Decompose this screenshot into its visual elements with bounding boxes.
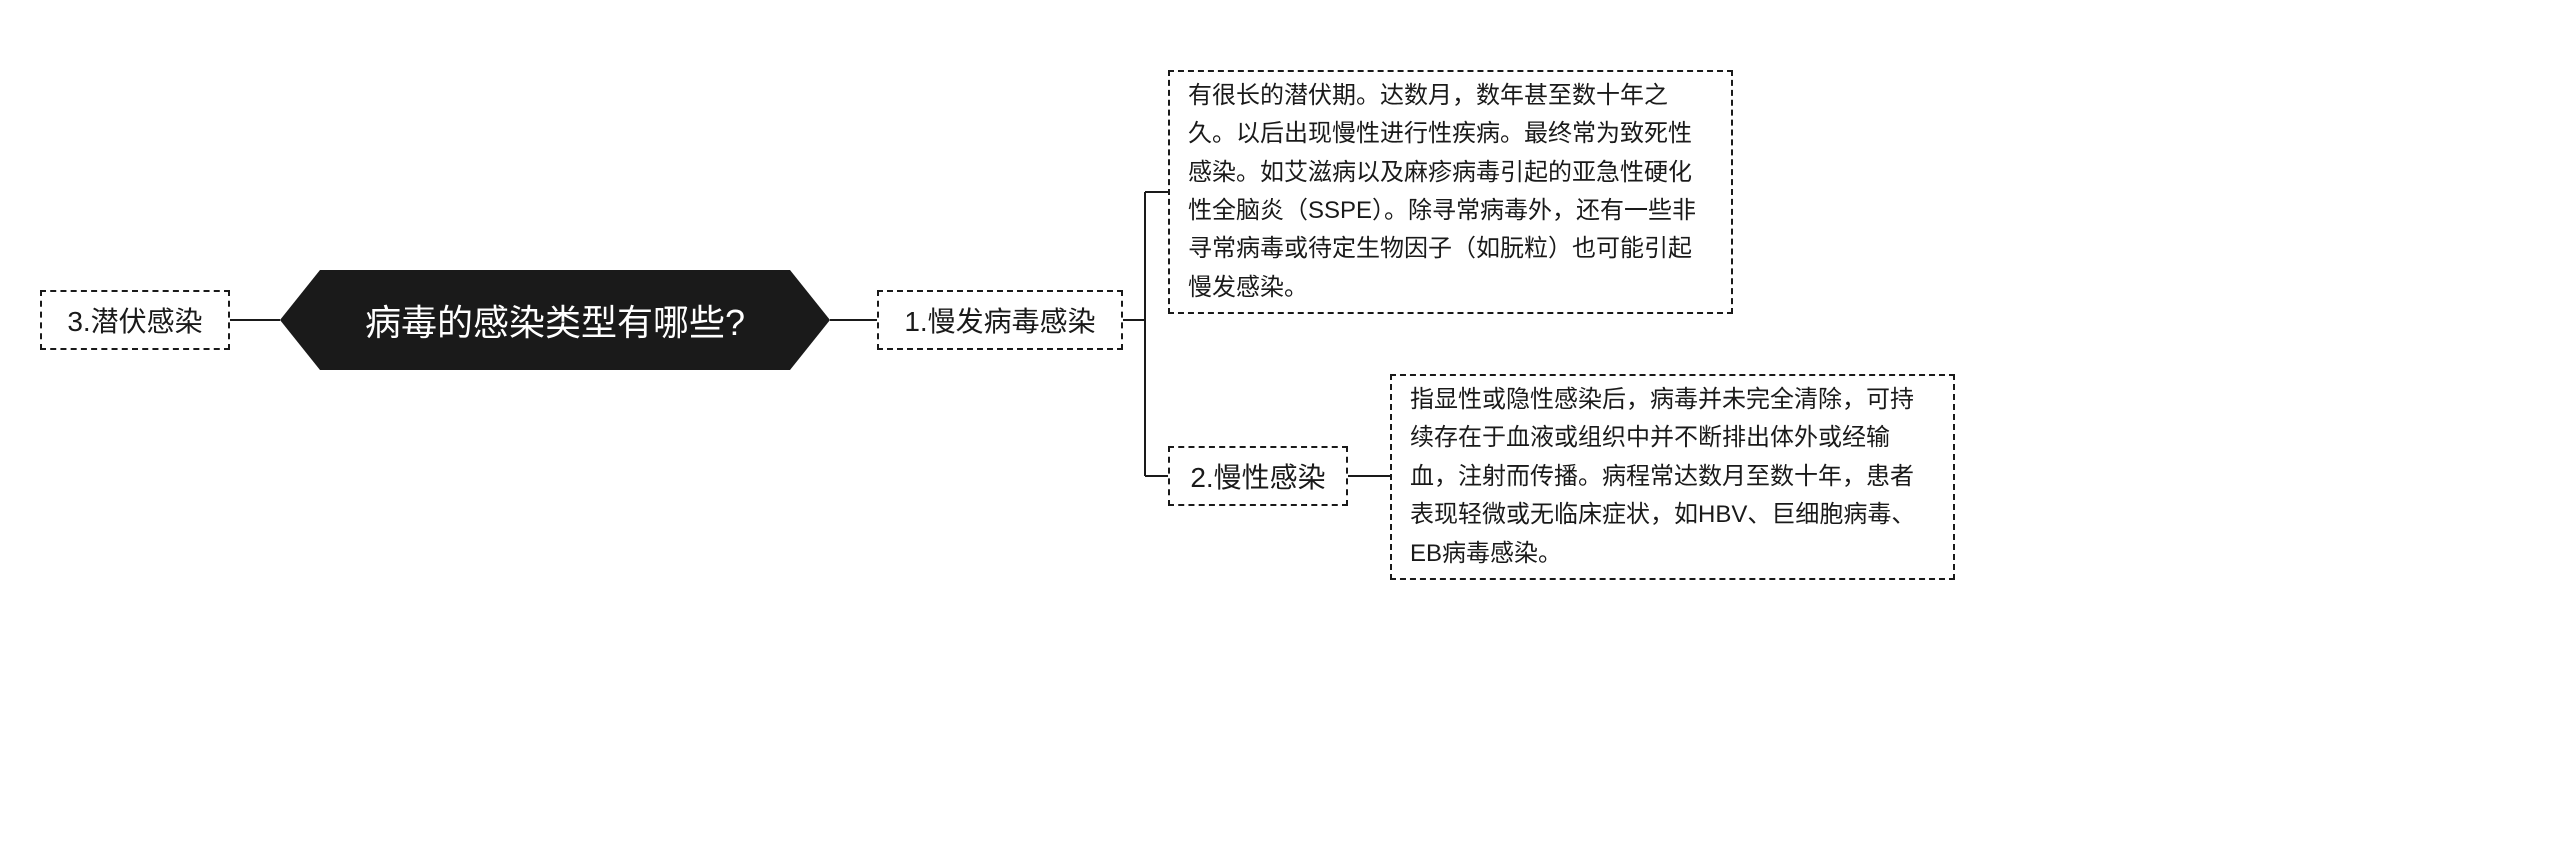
desc2-text: 指显性或隐性感染后，病毒并未完全清除，可持续存在于血液或组织中并不断排出体外或经… — [1410, 381, 1935, 573]
desc1-text: 有很长的潜伏期。达数月，数年甚至数十年之久。以后出现慢性进行性疾病。最终常为致死… — [1188, 77, 1713, 307]
right1-text: 1.慢发病毒感染 — [904, 300, 1095, 340]
left1-text: 3.潜伏感染 — [67, 300, 202, 340]
central-hex: 病毒的感染类型有哪些? — [320, 270, 790, 370]
central-text: 病毒的感染类型有哪些? — [365, 294, 745, 346]
central-node: 病毒的感染类型有哪些? — [320, 270, 790, 370]
description-1: 有很长的潜伏期。达数月，数年甚至数十年之久。以后出现慢性进行性疾病。最终常为致死… — [1168, 70, 1733, 314]
left-child-1: 3.潜伏感染 — [40, 290, 230, 350]
right-child-1: 1.慢发病毒感染 — [877, 290, 1123, 350]
right-child-2: 2.慢性感染 — [1168, 446, 1348, 506]
description-2: 指显性或隐性感染后，病毒并未完全清除，可持续存在于血液或组织中并不断排出体外或经… — [1390, 374, 1955, 580]
right2-text: 2.慢性感染 — [1190, 456, 1325, 496]
